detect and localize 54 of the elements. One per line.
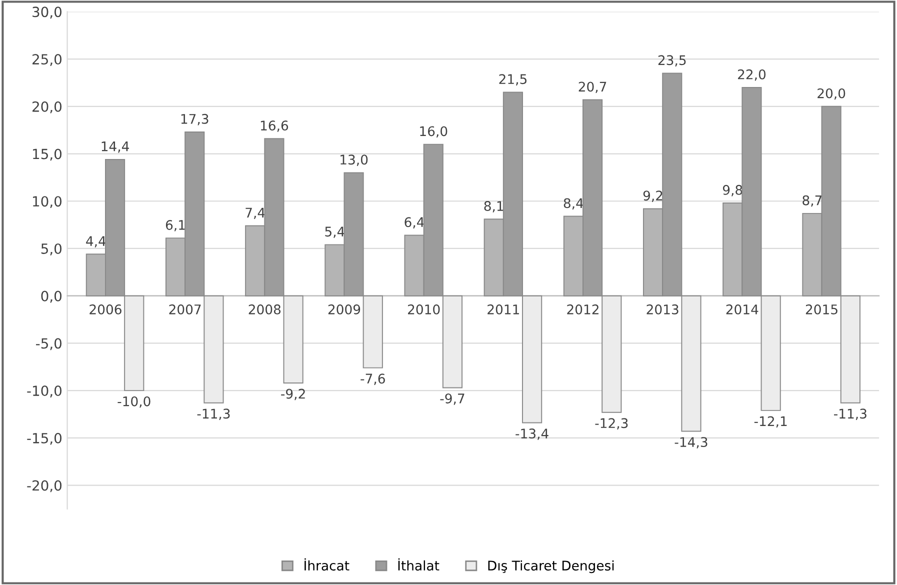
data-label: 21,5 <box>499 74 526 86</box>
x-tick-label: 2011 <box>488 304 519 314</box>
data-label: 4,4 <box>86 236 106 248</box>
data-label: 9,8 <box>722 184 742 196</box>
x-tick-label: 2008 <box>248 304 281 314</box>
data-label: -9,2 <box>281 388 305 400</box>
data-label: -9,7 <box>440 394 464 405</box>
legend-label: İthalat <box>398 558 440 571</box>
data-label: 6,1 <box>166 220 185 232</box>
data-label: 23,5 <box>658 55 686 66</box>
x-tick-label: 2007 <box>169 304 201 314</box>
x-tick-label: 2006 <box>90 304 122 314</box>
data-label: 16,0 <box>420 126 448 138</box>
data-label: 13,0 <box>340 154 368 166</box>
data-label: 8,4 <box>564 198 584 210</box>
y-tick-label: -5,0 <box>36 338 62 350</box>
y-tick-label: 5,0 <box>41 243 62 256</box>
data-label: 14,4 <box>102 142 129 153</box>
x-tick-label: 2013 <box>646 304 678 314</box>
data-label: -13,4 <box>516 428 548 440</box>
data-label: -14,3 <box>674 437 708 448</box>
data-label: -11,3 <box>197 408 230 420</box>
data-label: 22,0 <box>738 69 766 81</box>
x-tick-label: 2015 <box>806 304 838 314</box>
data-label: -12,3 <box>595 418 628 430</box>
data-label: 20,0 <box>818 88 846 100</box>
data-label: -10,0 <box>118 396 150 408</box>
data-label: 8,7 <box>802 195 822 207</box>
y-tick-label: -10,0 <box>27 386 62 398</box>
data-label: -11,3 <box>834 408 866 420</box>
y-tick-label: -15,0 <box>27 432 62 445</box>
data-label: 5,4 <box>325 226 344 238</box>
data-label: 8,1 <box>484 201 504 212</box>
data-label: 9,2 <box>643 190 662 202</box>
y-tick-label: 15,0 <box>33 148 62 161</box>
data-label: 20,7 <box>578 82 606 94</box>
y-tick-label: 10,0 <box>33 196 62 208</box>
data-label: 17,3 <box>181 114 208 126</box>
legend-label: Dış Ticaret Dengesi <box>488 560 614 574</box>
x-tick-label: 2014 <box>726 304 758 314</box>
x-tick-label: 2010 <box>408 304 440 314</box>
y-tick-label: -20,0 <box>27 480 62 492</box>
y-tick-label: 20,0 <box>32 101 62 114</box>
y-tick-label: 25,0 <box>32 54 62 66</box>
data-label: -12,1 <box>754 416 787 428</box>
data-label: -7,6 <box>360 374 385 385</box>
y-tick-label: 0,0 <box>41 290 62 303</box>
data-label: 16,6 <box>260 120 288 132</box>
y-tick-label: 30,0 <box>32 6 62 19</box>
data-label: 6,4 <box>404 217 424 228</box>
x-tick-label: 2012 <box>567 304 598 314</box>
data-label: 7,4 <box>246 208 265 219</box>
legend-label: İhracat <box>304 558 350 571</box>
x-tick-label: 2009 <box>328 304 360 314</box>
